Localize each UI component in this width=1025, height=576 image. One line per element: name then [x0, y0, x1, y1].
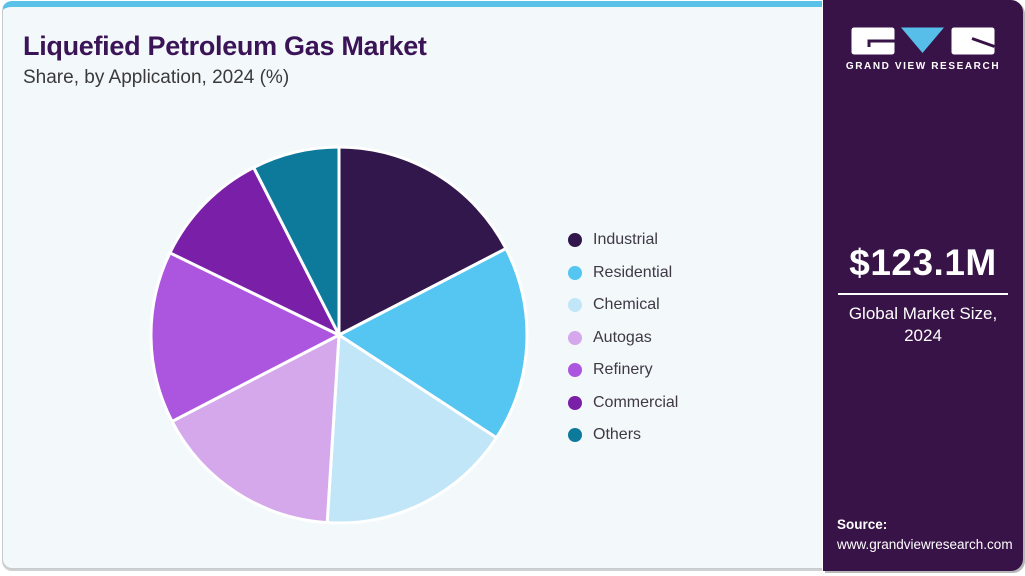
legend-item-commercial: Commercial — [568, 387, 678, 420]
pie-chart — [133, 129, 545, 541]
legend-swatch-icon — [568, 298, 582, 313]
logo-r-slash — [971, 37, 995, 48]
legend-swatch-icon — [568, 428, 582, 443]
pie-slice-commercial — [168, 165, 341, 337]
legend-item-others: Others — [568, 419, 678, 452]
logo-r-block — [951, 27, 995, 55]
legend-label: Chemical — [593, 296, 660, 314]
legend-item-industrial: Industrial — [568, 224, 678, 257]
pie-slice-industrial — [337, 145, 508, 337]
market-size-value: $123.1M — [849, 242, 997, 283]
legend-label: Autogas — [593, 328, 652, 346]
pie-chart-svg — [149, 145, 529, 525]
legend-swatch-icon — [568, 395, 582, 410]
gvr-logo-icon — [851, 27, 995, 55]
legend-swatch-icon — [568, 330, 582, 345]
market-size-divider — [838, 293, 1008, 295]
pie-slice-autogas — [170, 333, 341, 525]
market-size-label: Global Market Size, 2024 — [848, 304, 998, 346]
chart-subtitle: Share, by Application, 2024 (%) — [23, 67, 290, 88]
legend-swatch-icon — [568, 363, 582, 378]
brand-sidebar: GRAND VIEW RESEARCH $123.1M Global Marke… — [823, 0, 1023, 571]
legend-item-chemical: Chemical — [568, 289, 678, 322]
logo-v-triangle — [901, 27, 944, 53]
legend-label: Commercial — [593, 393, 679, 411]
legend-swatch-icon — [568, 233, 582, 248]
source-label: Source: — [837, 516, 888, 532]
legend: Industrial Residential Chemical Autogas Refi… — [568, 224, 678, 452]
chart-card: Liquefied Petroleum Gas Market Share, by… — [2, 1, 822, 569]
chart-title: Liquefied Petroleum Gas Market — [23, 31, 427, 61]
logo-g-notch — [867, 39, 895, 47]
legend-item-residential: Residential — [568, 257, 678, 290]
pie-slice-chemical — [325, 333, 498, 525]
source-url: www.grandviewresearch.com — [837, 536, 1013, 552]
pie-slice-residential — [337, 247, 529, 440]
brand-name: GRAND VIEW RESEARCH — [845, 61, 1001, 72]
pie-slice-refinery — [149, 251, 341, 423]
chart-header: Liquefied Petroleum Gas Market Share, by… — [23, 31, 427, 89]
legend-label: Residential — [593, 263, 673, 281]
legend-item-autogas: Autogas — [568, 322, 678, 355]
market-size-block: $123.1M Global Market Size, 2024 — [823, 242, 1023, 347]
legend-label: Others — [593, 426, 642, 444]
source-block: Source: www.grandviewresearch.com — [837, 515, 1013, 556]
legend-swatch-icon — [568, 265, 582, 280]
legend-label: Refinery — [593, 361, 653, 379]
pie-slice-others — [252, 145, 341, 337]
legend-item-refinery: Refinery — [568, 354, 678, 387]
legend-label: Industrial — [593, 231, 658, 249]
